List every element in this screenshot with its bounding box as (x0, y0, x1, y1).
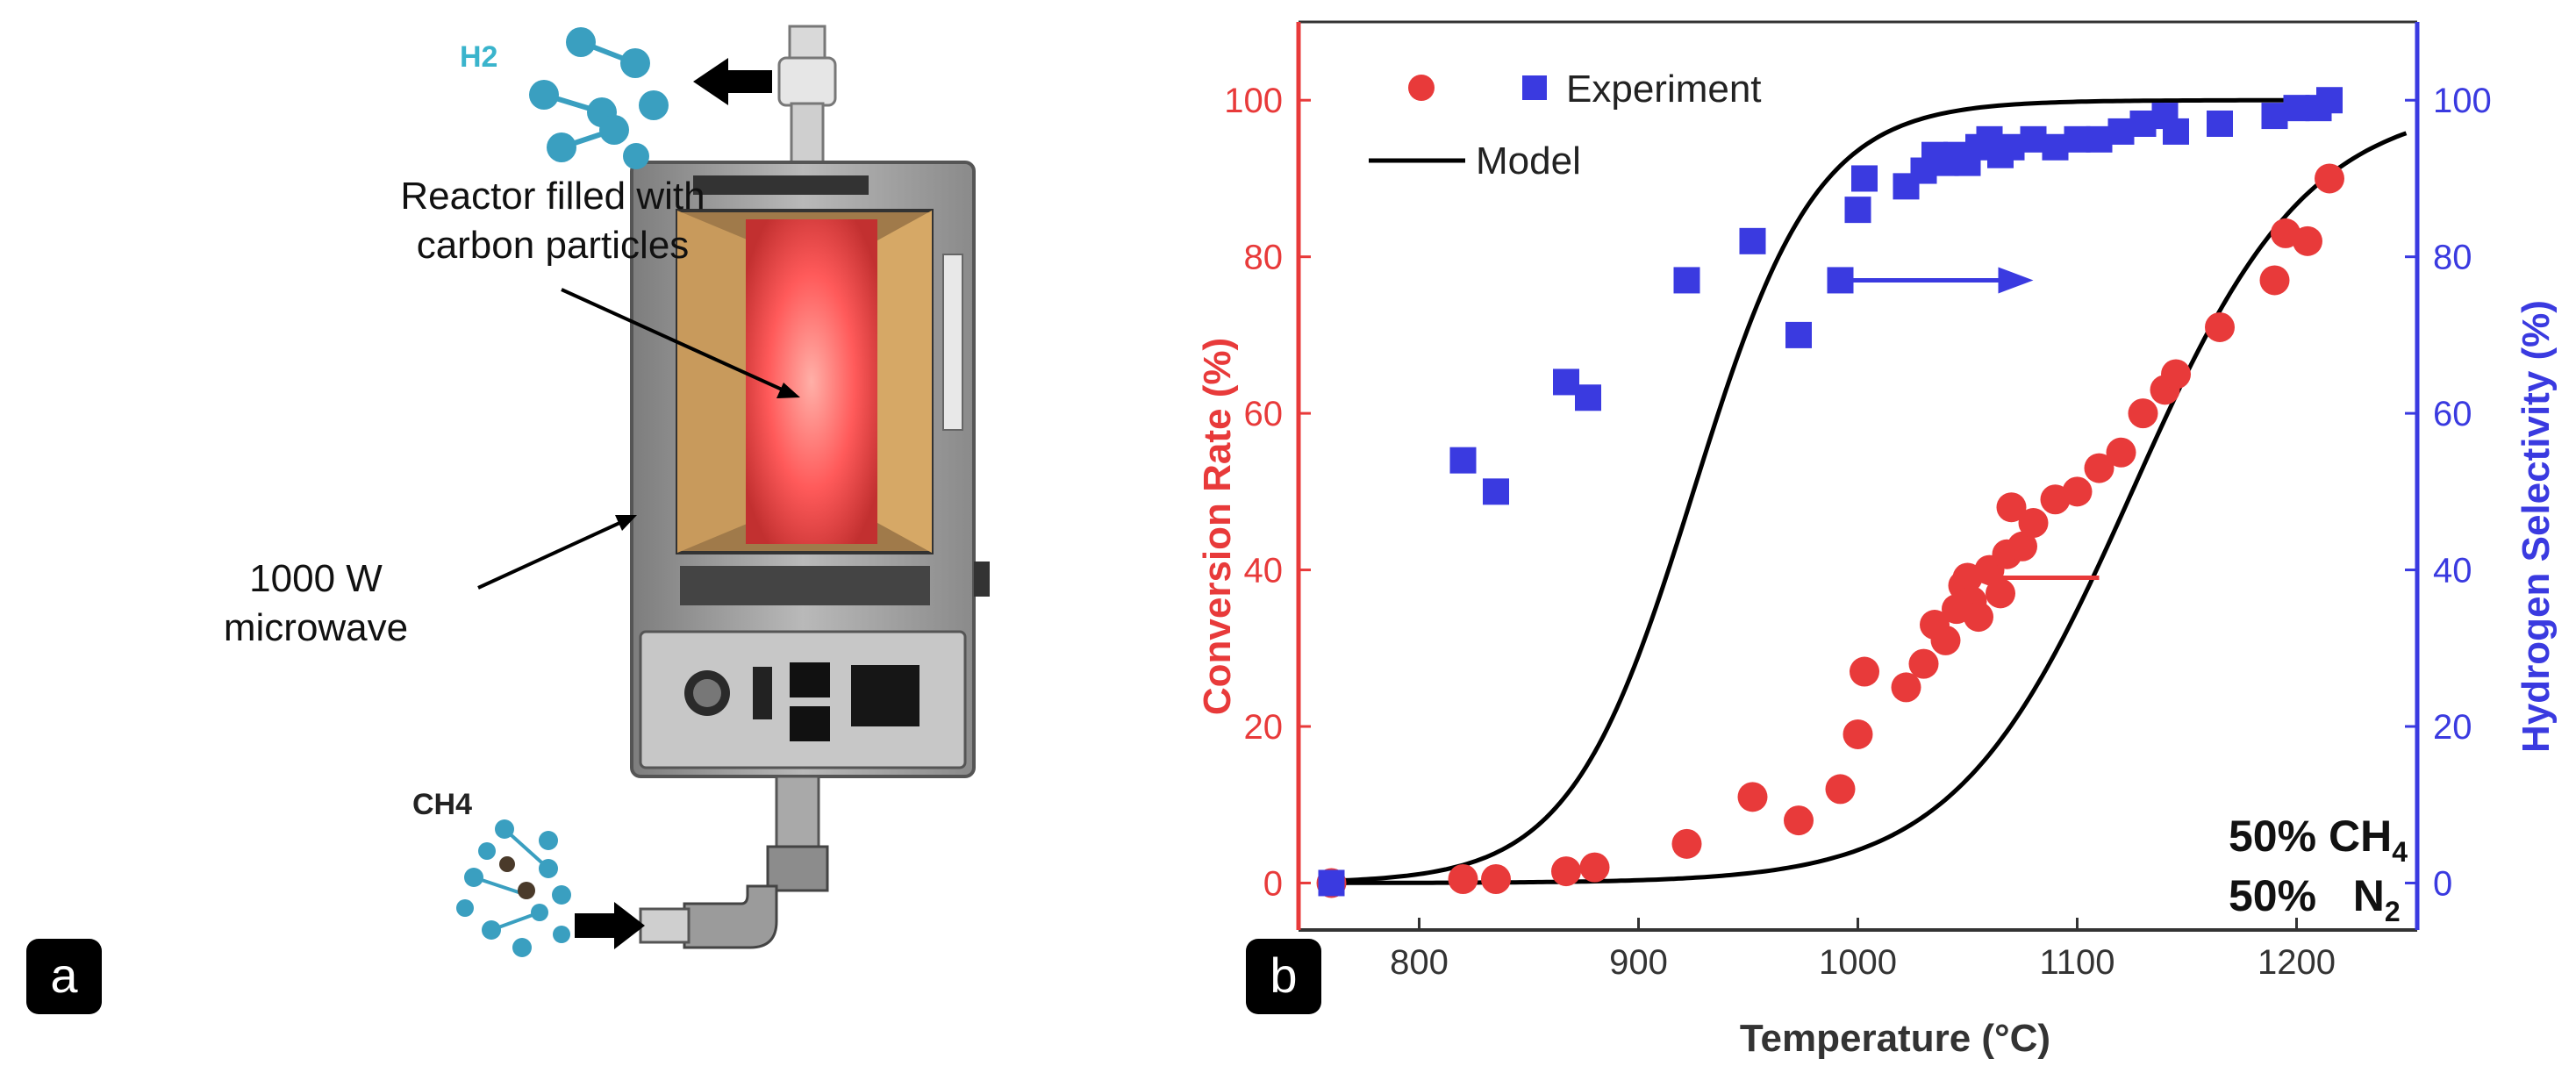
selectivity-point (1483, 478, 1509, 505)
conversion-point (1908, 648, 1939, 679)
data-points (1316, 87, 2344, 898)
x-tick-label: 1200 (2258, 943, 2336, 982)
selectivity-point (1318, 869, 1345, 897)
y-left-tick-label: 20 (1244, 708, 1284, 747)
conversion-point (1850, 656, 1879, 687)
conversion-point (1996, 492, 2027, 523)
microwave-annotation-line2: microwave (223, 606, 409, 649)
ch4-molecules-icon (456, 819, 571, 957)
y-right-tick-label: 80 (2433, 239, 2472, 277)
composition-line2: 50% N2 (2229, 871, 2401, 927)
selectivity-point (1739, 227, 1766, 254)
conversion-point (2259, 265, 2290, 296)
composition-line1: 50% CH4 (2229, 812, 2408, 868)
conversion-point (1481, 864, 1511, 895)
conversion-selectivity-chart: 800 900 1000 1100 12000204060801000204060801… (1196, 20, 2558, 1060)
selectivity-point (2163, 118, 2189, 145)
y-left-tick-label: 60 (1244, 395, 1284, 433)
y-right-tick-label: 0 (2433, 864, 2452, 903)
model-curves (1331, 97, 2408, 885)
selectivity-point (1851, 165, 1878, 192)
conversion-point (2161, 359, 2191, 390)
panel-b-chart: 800 900 1000 1100 1200 0 20 40 60 80 100 0 20 40 60 80 1… (1167, 0, 2576, 1069)
conversion-point (1784, 805, 1814, 836)
conversion-point (2315, 163, 2344, 194)
axis-ticks: 800 900 1000 1100 12000204060801000204060801… (1224, 82, 2492, 982)
selectivity-point (2316, 87, 2343, 114)
conversion-point (1448, 864, 1478, 895)
x-tick-label: 900 (1609, 943, 1668, 982)
y-left-tick-label: 100 (1224, 82, 1283, 120)
outlet-arrow-icon (693, 58, 772, 105)
conversion-point (2007, 531, 2037, 562)
conversion-point (2106, 437, 2136, 468)
conversion-point (1964, 602, 1993, 633)
inlet-pipe (639, 775, 829, 949)
selectivity-point (1844, 197, 1871, 224)
selectivity-point (1785, 321, 1812, 348)
y-right-tick-label: 20 (2433, 708, 2472, 747)
annotation-pointers (477, 288, 800, 590)
h2-molecules-icon (529, 27, 669, 169)
legend-conversion-marker (1408, 75, 1435, 101)
conversion-point (2084, 453, 2114, 483)
h2-label: H2 (460, 40, 498, 74)
conversion-point (1891, 672, 1921, 703)
composition-sub1: 4 (2392, 836, 2408, 868)
panel-a-badge: a (26, 939, 102, 1014)
conversion-point (1825, 774, 1856, 805)
y-left-tick-label: 80 (1244, 239, 1284, 277)
selectivity-point (1673, 267, 1700, 294)
microwave-annotation: 1000 W microwave (167, 554, 465, 653)
conversion-point (2205, 311, 2235, 342)
conversion-point (2128, 398, 2158, 429)
microwave-annotation-line1: 1000 W (249, 557, 383, 600)
direction-arrow-head (1967, 564, 2003, 591)
plot-frame (1296, 20, 2420, 932)
reactor-annotation-line1: Reactor filled with (400, 175, 705, 218)
x-tick-label: 1100 (2039, 943, 2114, 982)
outlet-valve (777, 25, 837, 167)
y-left-tick-label: 40 (1244, 552, 1284, 590)
inlet-arrow-icon (575, 902, 645, 949)
conversion-point (2062, 476, 2093, 507)
legend-selectivity-marker (1522, 75, 1547, 100)
direction-arrow-head (1998, 267, 2034, 294)
conversion-point (1843, 719, 1873, 749)
panel-b-badge: b (1246, 939, 1321, 1014)
conversion-point (2018, 508, 2049, 539)
y-axis-left-label: Conversion Rate (%) (1196, 338, 1239, 715)
legend: Experiment Model (1369, 68, 1762, 182)
ch4-label: CH4 (412, 788, 473, 821)
x-tick-label: 1000 (1819, 943, 1897, 982)
y-right-tick-label: 100 (2433, 82, 2492, 120)
conversion-point (1551, 856, 1581, 887)
direction-arrows (1847, 267, 2100, 591)
gas-composition: 50% CH4 50% N2 (2229, 812, 2408, 927)
legend-model-label: Model (1476, 139, 1581, 182)
microwave-body (630, 161, 990, 778)
conversion-point (2293, 225, 2322, 256)
y-right-tick-label: 40 (2433, 552, 2472, 590)
x-tick-label: 800 (1390, 943, 1449, 982)
x-axis-label: Temperature (°C) (1740, 1017, 2050, 1060)
selectivity-point (1575, 384, 1601, 411)
reactor-annotation: Reactor filled with carbon particles (325, 172, 781, 270)
reactor-annotation-line2: carbon particles (416, 224, 690, 267)
selectivity-point (1449, 447, 1477, 474)
selectivity-point (2207, 110, 2233, 137)
conversion-point (1737, 782, 1768, 812)
model-curve-selectivity_model (1331, 97, 2341, 883)
legend-experiment-label: Experiment (1566, 68, 1762, 111)
model-curve-conversion_model (1331, 131, 2408, 885)
y-left-tick-label: 0 (1263, 864, 1283, 903)
conversion-point (1671, 828, 1702, 859)
microwave-reactor-illustration (456, 25, 990, 957)
panel-a: H2 CH4 Reactor filled with carbon partic… (0, 0, 1141, 1069)
conversion-point (1579, 852, 1610, 883)
composition-sub2: 2 (2385, 896, 2401, 927)
y-right-tick-label: 60 (2433, 395, 2472, 433)
y-axis-right-label: Hydrogen Selectivity (%) (2515, 300, 2558, 753)
conversion-point (1930, 625, 1961, 655)
